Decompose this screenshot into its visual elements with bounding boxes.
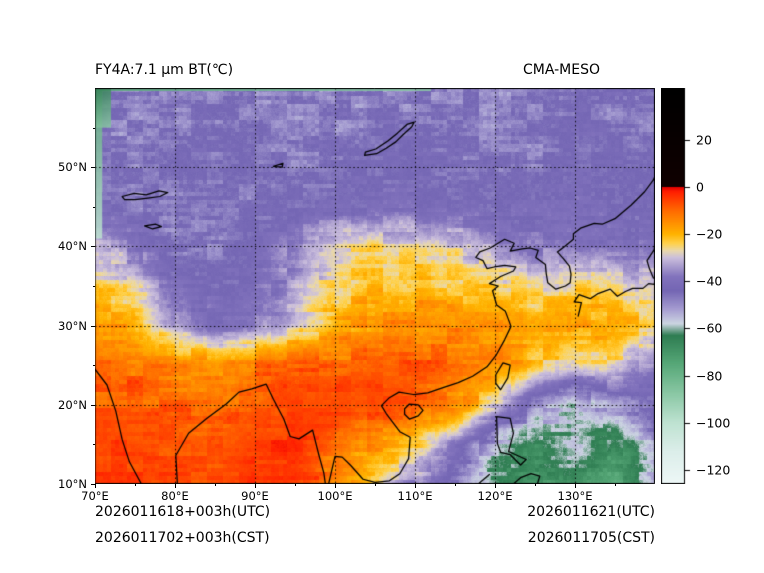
x-tick-label: 90°E	[241, 489, 269, 503]
y-tick-mark	[91, 325, 95, 327]
y-minor-tick-mark	[93, 206, 95, 208]
y-minor-tick-mark	[93, 365, 95, 367]
y-tick-label: 30°N	[58, 318, 87, 333]
colorbar-tick-label: −60	[696, 320, 723, 336]
x-tick-mark	[255, 484, 256, 488]
colorbar-tick-label: −120	[696, 462, 731, 478]
x-tick-mark	[175, 484, 176, 488]
x-tick-mark	[415, 484, 416, 488]
y-minor-tick-mark	[93, 127, 95, 129]
y-tick-label: 50°N	[58, 160, 87, 175]
x-minor-tick-mark	[375, 484, 376, 486]
valid-time-utc: 2026011621(UTC)	[527, 504, 655, 520]
y-tick-mark	[91, 246, 95, 248]
colorbar	[661, 88, 692, 484]
y-tick-label: 10°N	[58, 477, 87, 491]
map-plot-area	[95, 88, 655, 484]
x-tick-label: 130°E	[557, 489, 593, 503]
y-tick-label: 40°N	[58, 239, 87, 254]
y-minor-tick-mark	[93, 444, 95, 446]
x-tick-label: 120°E	[477, 489, 513, 503]
colorbar-tick-label: 20	[696, 132, 712, 148]
init-time-utc: 2026011618+003h(UTC)	[95, 504, 271, 520]
map-canvas	[95, 88, 655, 484]
x-tick-label: 70°E	[81, 489, 109, 503]
x-minor-tick-mark	[215, 484, 216, 486]
valid-time-cst: 2026011705(CST)	[527, 530, 655, 546]
x-tick-label: 110°E	[397, 489, 433, 503]
colorbar-tick-label: 0	[696, 179, 704, 195]
y-tick-label: 20°N	[58, 397, 87, 412]
x-tick-mark	[495, 484, 496, 488]
colorbar-tick-label: −100	[696, 415, 731, 431]
x-tick-label: 80°E	[161, 489, 189, 503]
x-tick-mark	[335, 484, 336, 488]
y-tick-mark	[91, 404, 95, 406]
x-tick-label: 100°E	[317, 489, 353, 503]
y-tick-mark	[91, 484, 95, 485]
y-minor-tick-mark	[93, 286, 95, 287]
x-minor-tick-mark	[455, 484, 456, 486]
x-tick-mark	[575, 484, 576, 488]
x-minor-tick-mark	[615, 484, 616, 486]
colorbar-tick-label: −20	[696, 226, 723, 242]
x-tick-mark	[95, 484, 96, 488]
x-minor-tick-mark	[135, 484, 136, 486]
init-time-cst: 2026011702+003h(CST)	[95, 530, 270, 546]
y-tick-mark	[91, 167, 95, 169]
x-minor-tick-mark	[295, 484, 296, 486]
x-minor-tick-mark	[535, 484, 536, 486]
plot-title-right: CMA-MESO	[522, 62, 600, 78]
colorbar-tick-label: −80	[696, 368, 723, 384]
plot-title-left: FY4A:7.1 μm BT(℃)	[95, 62, 234, 78]
colorbar-canvas	[661, 88, 692, 484]
colorbar-tick-label: −40	[696, 273, 723, 289]
